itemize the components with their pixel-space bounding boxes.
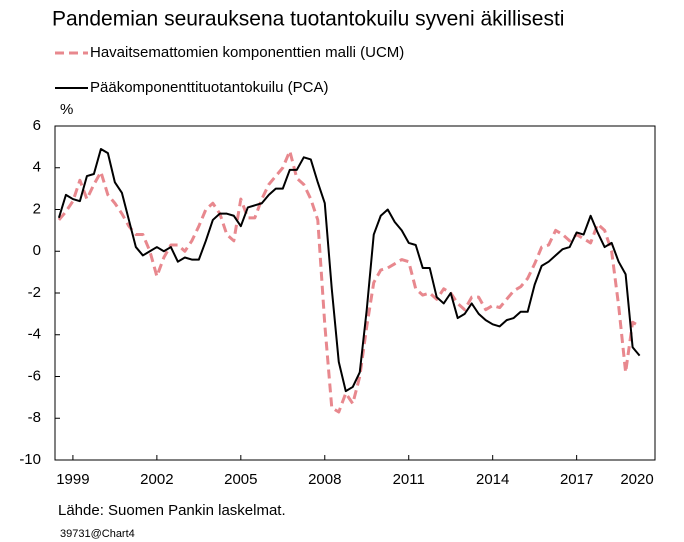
legend-label: Pääkomponenttituotantokuilu (PCA) bbox=[90, 79, 328, 96]
chart-title: Pandemian seurauksena tuotantokuilu syve… bbox=[52, 8, 564, 31]
x-tick-label: 2014 bbox=[476, 471, 509, 488]
legend-label: Havaitsemattomien komponenttien malli (U… bbox=[90, 44, 404, 61]
y-tick-label: 6 bbox=[33, 117, 41, 134]
y-axis-label: % bbox=[60, 101, 73, 118]
x-tick-label: 1999 bbox=[56, 471, 89, 488]
y-tick-label: -6 bbox=[28, 367, 41, 384]
x-tick-label: 2005 bbox=[224, 471, 257, 488]
x-tick-label: 2020 bbox=[620, 471, 653, 488]
y-tick-label: -8 bbox=[28, 409, 41, 426]
y-tick-label: -4 bbox=[28, 326, 41, 343]
series-line bbox=[57, 149, 641, 414]
source: Lähde: Suomen Pankin laskelmat. bbox=[58, 502, 286, 519]
y-tick-label: -2 bbox=[28, 284, 41, 301]
x-tick-label: 2011 bbox=[393, 471, 425, 488]
y-tick-label: 2 bbox=[33, 200, 41, 217]
series-line bbox=[57, 147, 641, 393]
x-tick-label: 2002 bbox=[140, 471, 173, 488]
plot-frame bbox=[54, 125, 656, 461]
footer: 39731@Chart4 bbox=[60, 528, 135, 540]
y-tick-label: -10 bbox=[19, 451, 41, 468]
x-tick-label: 2008 bbox=[308, 471, 341, 488]
x-tick-label: 2017 bbox=[560, 471, 593, 488]
y-tick-label: 4 bbox=[33, 159, 41, 176]
y-tick-label: 0 bbox=[33, 242, 41, 259]
